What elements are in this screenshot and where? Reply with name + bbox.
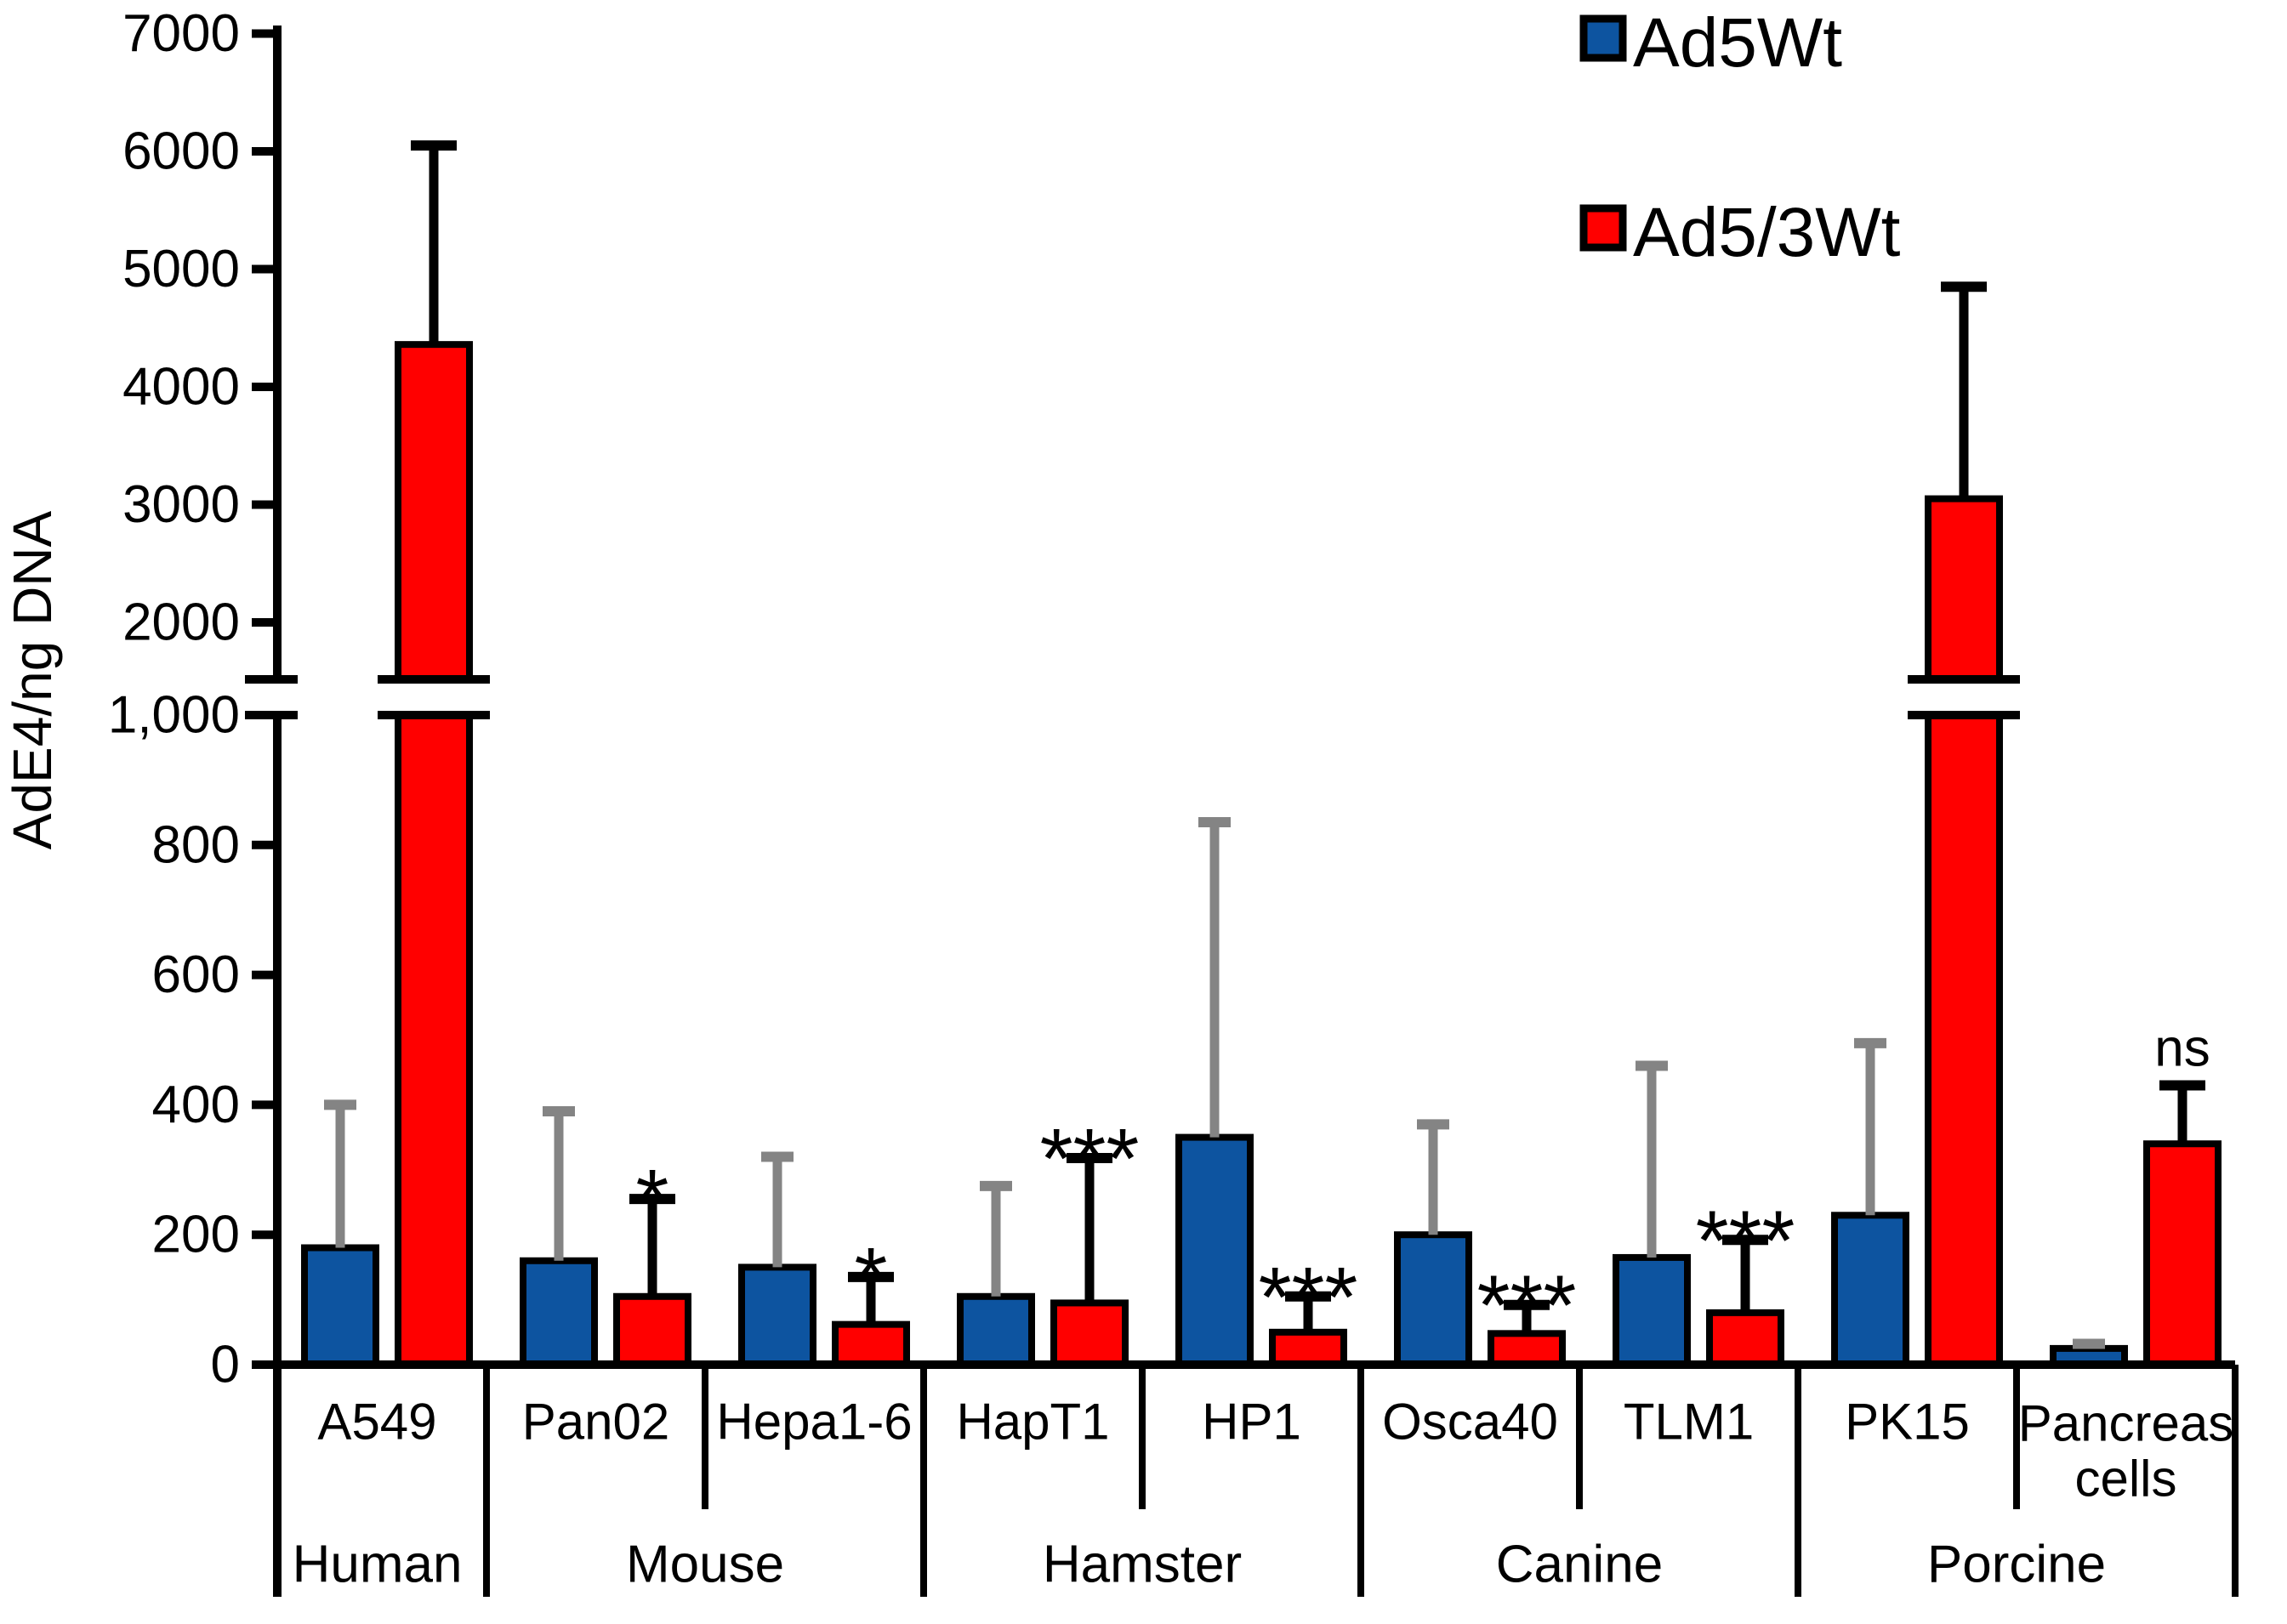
bar-ad53wt-pancreas-cells <box>2143 1140 2222 1368</box>
cell-line-label: A549 <box>317 1394 436 1451</box>
cell-line-label: TLM1 <box>1624 1394 1754 1451</box>
legend-swatch-ad53wt <box>1579 204 1627 252</box>
bar-ad53wt-pk15 <box>1925 495 2003 1368</box>
y-tick-label: 3000 <box>122 475 240 534</box>
species-label: Hamster <box>1043 1536 1242 1594</box>
bar-ad5wt-tlm1 <box>1613 1253 1691 1368</box>
bar-ad53wt-pk15-break-gap <box>1923 684 2005 711</box>
y-tick-label: 1,000 <box>108 686 240 745</box>
y-tick-label: 200 <box>152 1206 240 1264</box>
y-tick-label: 6000 <box>122 122 240 181</box>
significance-label: *** <box>1259 1250 1358 1345</box>
legend-label: Ad5/3Wt <box>1633 194 1901 271</box>
significance-label: *** <box>1477 1258 1577 1354</box>
bar-ad53wt-pan02 <box>613 1292 691 1369</box>
bar-ad53wt-tlm1 <box>1706 1309 1784 1369</box>
y-tick-label: 600 <box>152 945 240 1004</box>
bars: ******** ******ns <box>301 140 2222 1369</box>
y-tick-label: 2000 <box>122 593 240 652</box>
y-axis-title: AdE4/ng DNA <box>2 510 63 849</box>
bar-ad5wt-osca40 <box>1394 1231 1472 1368</box>
bar-ad5wt-hepa1-6 <box>738 1263 816 1369</box>
y-tick-label: 400 <box>152 1076 240 1134</box>
cell-line-label: PK15 <box>1845 1394 1970 1451</box>
y-tick-label: 4000 <box>122 358 240 417</box>
cell-line-label: Osca40 <box>1382 1394 1558 1451</box>
species-label: Mouse <box>626 1536 784 1594</box>
y-tick-label: 800 <box>152 815 240 874</box>
species-label: Porcine <box>1927 1536 2106 1594</box>
bar-ad53wt-a549-break-gap <box>393 684 475 711</box>
significance-label: *** <box>1040 1111 1140 1207</box>
bar-ad5wt-hp1 <box>1175 1133 1254 1368</box>
significance-label: ns <box>2154 1019 2210 1077</box>
y-axis: 2000 3000 4000 5000 6000 7000 0 200 400 600 800 1,0… <box>2 4 298 1597</box>
cell-line-label: HapT1 <box>956 1394 1109 1451</box>
category-table: Human A549 Mouse Pan02 Hepa1-6 Hamster HapT1 HP… <box>293 1365 2239 1597</box>
significance-label: * <box>855 1230 888 1326</box>
bar-ad53wt-hapt1 <box>1050 1299 1129 1369</box>
cell-line-label: Pan02 <box>522 1394 670 1451</box>
species-label: Human <box>293 1536 463 1594</box>
y-tick-label: 7000 <box>122 4 240 63</box>
y-tick-label: 5000 <box>122 240 240 298</box>
significance-label: * <box>636 1152 669 1247</box>
bar-ad5wt-hapt1 <box>957 1292 1035 1369</box>
y-tick-label: 0 <box>211 1336 240 1394</box>
cell-line-label: Hepa1-6 <box>716 1394 912 1451</box>
bar-ad5wt-pan02 <box>520 1257 598 1369</box>
bar-ad53wt-hepa1-6 <box>832 1320 910 1368</box>
legend-swatch-ad5wt <box>1579 14 1627 62</box>
cell-line-label: HP1 <box>1202 1394 1301 1451</box>
bar-ad5wt-pk15 <box>1831 1212 1909 1369</box>
significance-label: *** <box>1696 1193 1795 1288</box>
bar-ad53wt-a549 <box>395 341 473 1368</box>
legend-label: Ad5Wt <box>1633 4 1842 82</box>
legend: Ad5Wt Ad5/3Wt <box>1579 4 1901 271</box>
species-label: Canine <box>1496 1536 1663 1594</box>
cell-line-label: cells <box>2074 1451 2176 1508</box>
bar-ad5wt-a549 <box>301 1244 379 1368</box>
cell-line-label: Pancreas <box>2018 1395 2233 1452</box>
